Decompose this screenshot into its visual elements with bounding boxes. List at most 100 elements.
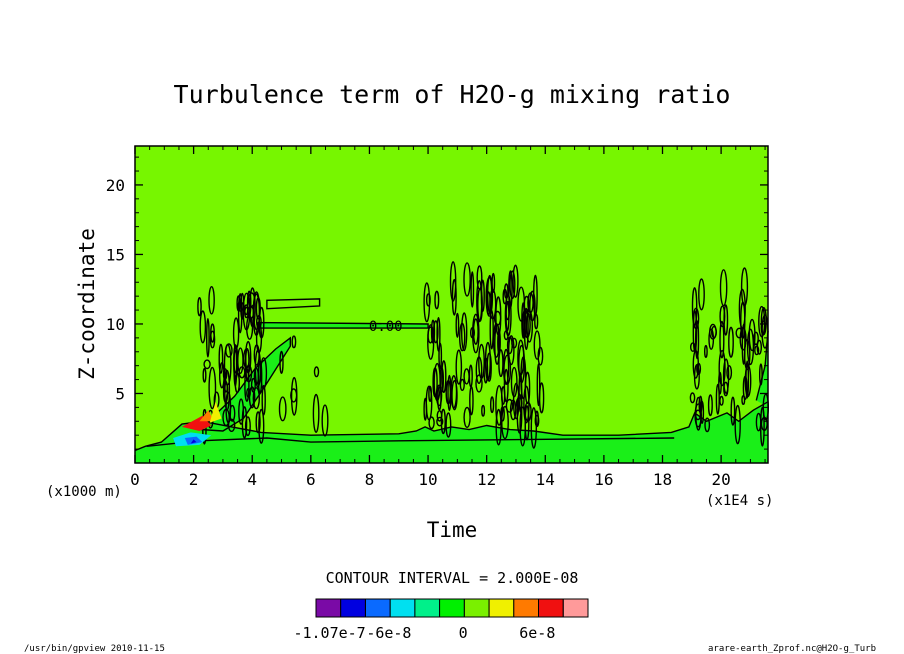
contour-cell bbox=[719, 269, 728, 307]
contour-cell bbox=[741, 395, 746, 406]
contour-cell bbox=[229, 404, 236, 422]
x-tick-label: 14 bbox=[536, 470, 555, 489]
contour-cell bbox=[501, 405, 509, 440]
x-tick-label: 12 bbox=[477, 470, 496, 489]
contour-cell bbox=[523, 295, 530, 313]
x-tick-label: 8 bbox=[365, 470, 375, 489]
contour-cell bbox=[719, 395, 724, 406]
contour-cell bbox=[432, 367, 438, 398]
contour-cell bbox=[232, 317, 240, 350]
contour-cell bbox=[718, 349, 726, 387]
colorbar-swatch bbox=[414, 598, 441, 618]
x-tick-label: 10 bbox=[418, 470, 437, 489]
x-tick-label: 4 bbox=[247, 470, 257, 489]
contour-fields bbox=[135, 322, 768, 463]
contour-cell bbox=[521, 302, 525, 339]
contour-cell bbox=[436, 410, 443, 422]
contour-cell bbox=[753, 331, 759, 346]
colorbar-swatch bbox=[538, 598, 564, 618]
colorbar-swatch bbox=[562, 598, 589, 618]
x-axis: 0 2 4 6 8 10 12 14 16 18 20 bbox=[130, 146, 766, 489]
contour-cell bbox=[445, 379, 452, 405]
contour-cell bbox=[693, 363, 700, 390]
y-unit-label: (x1000 m) bbox=[46, 484, 122, 500]
contour-cell bbox=[236, 295, 241, 312]
contour-cell bbox=[760, 416, 768, 432]
x-tick-label: 2 bbox=[189, 470, 199, 489]
contour-cell bbox=[719, 320, 725, 359]
contour-cell bbox=[704, 417, 711, 433]
contour-cell bbox=[222, 408, 230, 427]
contour-cell bbox=[510, 366, 518, 398]
contour-cell bbox=[436, 416, 444, 427]
contour-cell bbox=[525, 309, 534, 343]
y-tick-label: 5 bbox=[115, 384, 125, 403]
contour-cell bbox=[244, 416, 251, 437]
contour-cell bbox=[516, 393, 523, 434]
contour-cell bbox=[754, 345, 760, 356]
positive-peak bbox=[199, 410, 215, 422]
contour-cell bbox=[476, 280, 483, 323]
contour-cell bbox=[503, 330, 509, 341]
contour-cell bbox=[744, 364, 752, 398]
contour-cell bbox=[478, 343, 485, 380]
contour-cell bbox=[209, 330, 216, 349]
contour-cell bbox=[258, 306, 265, 339]
contour-cell bbox=[505, 398, 514, 413]
contour-cell bbox=[498, 349, 504, 378]
x-tick-label: 16 bbox=[594, 470, 613, 489]
contour-cell bbox=[533, 274, 538, 317]
contour-cell bbox=[441, 360, 447, 394]
contour-cell bbox=[536, 363, 541, 407]
x-unit-label: (x1E4 s) bbox=[706, 493, 773, 509]
contour-cell bbox=[468, 364, 473, 388]
contour-cell bbox=[244, 367, 250, 402]
contour-cell bbox=[497, 329, 501, 355]
contour-cell bbox=[252, 387, 260, 410]
footer-left: /usr/bin/gpview 2010-11-15 bbox=[24, 644, 165, 654]
contour-cell bbox=[312, 393, 320, 433]
contour-cell bbox=[218, 362, 225, 389]
contour-cell bbox=[723, 304, 729, 336]
colorbar-swatch bbox=[488, 598, 515, 618]
contour-cell bbox=[463, 406, 471, 428]
contour-cell bbox=[707, 394, 713, 417]
contour-cell bbox=[321, 404, 329, 437]
contour-cell bbox=[438, 342, 443, 370]
contour-cell bbox=[451, 278, 457, 316]
contour-cell bbox=[481, 404, 486, 417]
contour-cell bbox=[430, 319, 436, 344]
contour-cell bbox=[519, 406, 527, 447]
contour-cell bbox=[279, 350, 284, 374]
contour-cell bbox=[530, 407, 537, 449]
contour-cell bbox=[486, 352, 492, 382]
contour-cell bbox=[470, 271, 475, 308]
contour-cell bbox=[205, 317, 210, 358]
contour-cell bbox=[197, 297, 202, 317]
contour-value-label: 0.00 bbox=[369, 319, 403, 335]
contour-cell bbox=[743, 339, 751, 371]
contour-cell bbox=[758, 305, 766, 338]
contour-cell bbox=[238, 366, 246, 379]
x-tick-label: 20 bbox=[711, 470, 730, 489]
y-tick-label: 20 bbox=[106, 176, 125, 195]
contour-cell bbox=[472, 318, 479, 345]
contour-cell bbox=[425, 385, 433, 421]
contour-cell bbox=[511, 337, 518, 349]
contour-cell bbox=[533, 330, 541, 360]
contour-cell bbox=[722, 358, 730, 395]
contour-cell bbox=[520, 356, 527, 400]
contour-cell bbox=[495, 408, 502, 446]
contour-cell bbox=[505, 300, 510, 321]
contour-cell bbox=[455, 349, 463, 385]
contour-cell bbox=[461, 312, 468, 352]
colorbar-swatch bbox=[365, 598, 391, 618]
contour-cell bbox=[434, 290, 440, 310]
colorbar-label: -6e-8 bbox=[366, 624, 411, 642]
contour-cell bbox=[730, 396, 736, 426]
footer-right: arare-earth_Zprof.nc@H2O-g_Turb bbox=[708, 644, 876, 654]
contour-cell bbox=[459, 378, 465, 392]
contour-cell bbox=[734, 404, 741, 445]
x-axis-title: Time bbox=[427, 518, 478, 542]
